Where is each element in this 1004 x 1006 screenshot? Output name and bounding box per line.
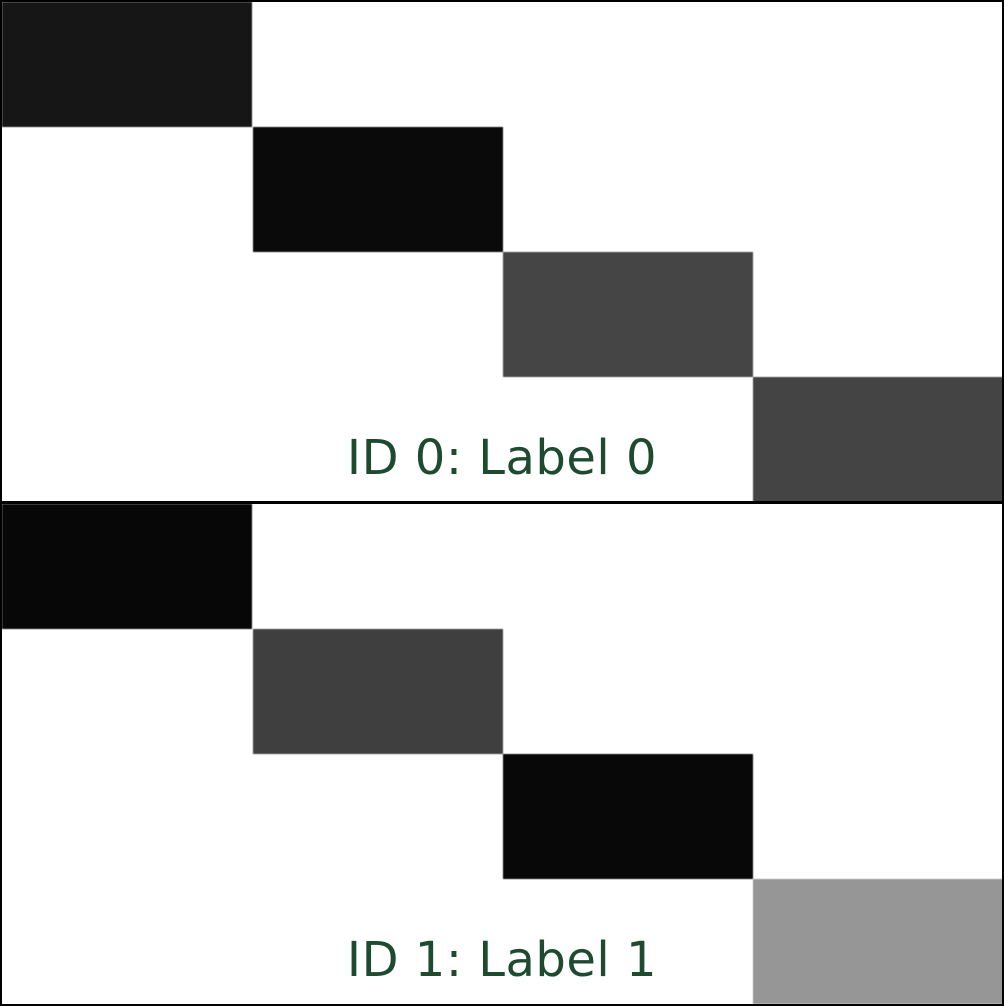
diagonal-block-2 xyxy=(503,754,753,879)
diagonal-block-3 xyxy=(753,377,1002,501)
image-panel-1: ID 1: Label 1 xyxy=(0,502,1004,1006)
image-panel-0: ID 0: Label 0 xyxy=(0,0,1004,503)
diagonal-block-2 xyxy=(503,252,753,377)
diagonal-block-1 xyxy=(253,629,503,754)
panel-label: ID 1: Label 1 xyxy=(346,932,658,988)
diagonal-block-3 xyxy=(753,879,1002,1004)
panel-label: ID 0: Label 0 xyxy=(346,430,658,486)
diagonal-block-0 xyxy=(2,504,252,629)
diagonal-block-0 xyxy=(2,2,252,127)
diagonal-block-1 xyxy=(253,127,503,252)
